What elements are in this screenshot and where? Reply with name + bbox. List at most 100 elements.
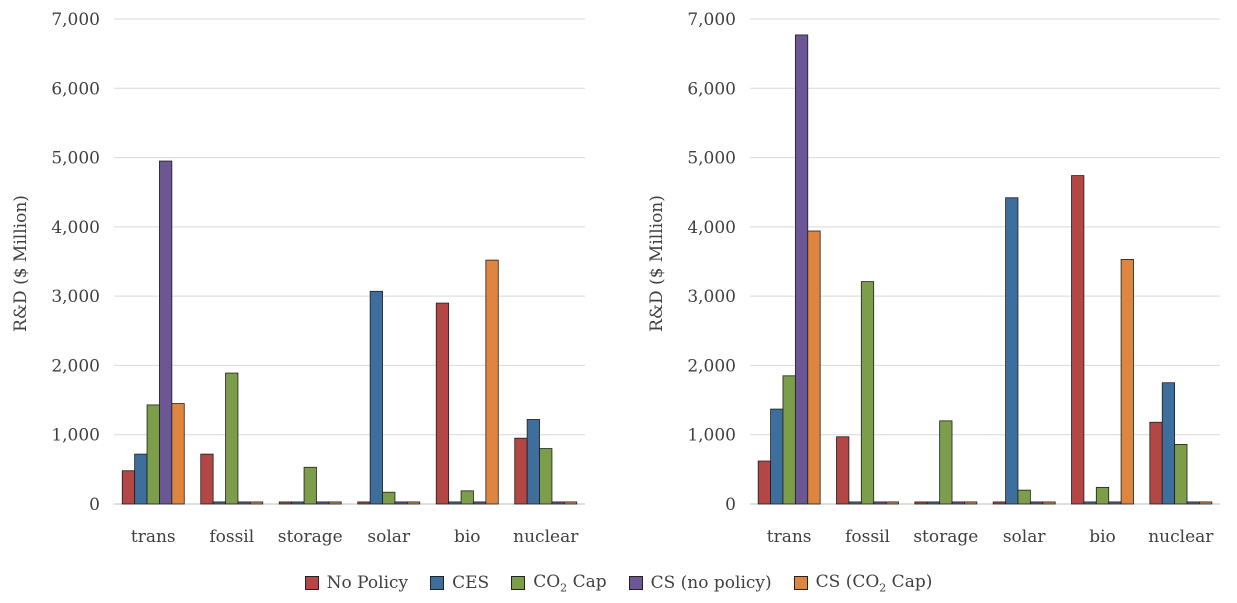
legend-swatch xyxy=(628,576,643,590)
bar xyxy=(1071,175,1085,505)
chart-legend: No Policy CES CO2 Cap CS (no policy) CS (CO2… xyxy=(0,566,1237,600)
bar xyxy=(435,302,450,505)
y-axis-label: R&D ($ Million) xyxy=(11,195,31,332)
legend-item: CO2 Cap xyxy=(511,572,607,594)
chart-1: 0 1,000 2,000 3,000 4,000 5,000 6,000 7,000 R&D … xyxy=(11,10,585,547)
y-tick-label: 6,000 xyxy=(51,79,100,99)
bar xyxy=(448,501,462,505)
bar xyxy=(278,501,293,505)
x-tick-label: storage xyxy=(913,527,978,547)
bar xyxy=(885,501,899,505)
bar xyxy=(807,230,821,505)
bar xyxy=(212,501,226,505)
bar xyxy=(357,501,371,505)
legend-label: CO2 Cap xyxy=(533,572,606,594)
y-tick-label: 1,000 xyxy=(687,426,736,446)
legend-label-text: CES xyxy=(452,573,490,593)
bar xyxy=(369,290,383,505)
bar xyxy=(159,160,173,505)
x-tick-label: nuclear xyxy=(513,527,579,547)
bar xyxy=(328,501,342,505)
legend-label-text: CS (CO xyxy=(815,571,880,592)
legend-label-text: No Policy xyxy=(326,573,409,593)
bar xyxy=(237,501,251,505)
legend-label-suffix: Cap) xyxy=(886,571,933,592)
legend-label-subscript: 2 xyxy=(879,581,887,595)
bar xyxy=(939,420,953,505)
bar xyxy=(1174,444,1188,505)
legend-item: CS (CO2 Cap) xyxy=(793,571,933,595)
y-tick-label: 7,000 xyxy=(687,10,736,30)
y-tick-label: 7,000 xyxy=(51,10,100,30)
charts-area: 0 1,000 2,000 3,000 4,000 5,000 6,000 7,000 R&D … xyxy=(11,10,1220,547)
bar xyxy=(1108,501,1122,505)
y-tick-label: 2,000 xyxy=(51,356,100,376)
bar xyxy=(563,501,578,505)
bar xyxy=(1095,486,1110,505)
x-tick-label: solar xyxy=(367,527,411,547)
x-tick-label: trans xyxy=(131,527,176,547)
y-tick-label: 1,000 xyxy=(51,426,100,446)
y-tick-label: 0 xyxy=(89,495,100,515)
bar xyxy=(121,470,136,505)
bar xyxy=(757,460,771,505)
legend-swatch xyxy=(430,576,445,590)
y-tick-label: 2,000 xyxy=(687,356,736,376)
bar xyxy=(1083,501,1097,505)
bar xyxy=(171,403,185,505)
bar xyxy=(951,501,965,505)
bar xyxy=(291,501,305,505)
bar xyxy=(249,501,264,505)
legend-swatch xyxy=(793,575,808,590)
chart-2: 0 1,000 2,000 3,000 4,000 5,000 6,000 7,000 R&D … xyxy=(647,10,1220,547)
bar xyxy=(964,501,978,505)
bar xyxy=(873,501,887,505)
bar xyxy=(526,419,540,505)
bar xyxy=(770,408,784,505)
x-tick-label: trans xyxy=(767,527,812,547)
bar xyxy=(1120,259,1134,505)
y-tick-label: 6,000 xyxy=(687,79,736,99)
legend-item: CES xyxy=(430,573,489,593)
bar xyxy=(836,436,850,505)
x-tick-label: nuclear xyxy=(1148,527,1214,547)
bar xyxy=(1017,489,1031,505)
legend-label-subscript: 2 xyxy=(560,581,568,595)
bar xyxy=(303,466,317,505)
x-tick-label: bio xyxy=(1089,527,1116,547)
y-axis-label: R&D ($ Million) xyxy=(647,195,667,332)
bar xyxy=(1149,421,1163,505)
legend-label: CES xyxy=(452,573,489,593)
legend-item: No Policy xyxy=(304,573,409,593)
bar xyxy=(1199,501,1213,505)
legend-label: No Policy xyxy=(327,573,409,593)
bar xyxy=(551,501,565,505)
bar xyxy=(914,501,928,505)
bar xyxy=(382,491,396,505)
legend-label-text: CO xyxy=(533,571,561,592)
bar xyxy=(1042,501,1056,505)
legend-label-text: CS (no policy) xyxy=(650,573,772,593)
bar xyxy=(485,259,499,505)
bar xyxy=(406,501,421,505)
legend-swatch xyxy=(511,575,526,590)
bar xyxy=(1161,382,1176,505)
y-tick-label: 5,000 xyxy=(51,149,100,169)
bar xyxy=(514,437,528,505)
bar xyxy=(539,448,553,505)
legend-label-suffix: Cap xyxy=(567,571,607,592)
x-tick-label: storage xyxy=(278,527,343,547)
y-tick-label: 5,000 xyxy=(687,149,736,169)
x-tick-label: fossil xyxy=(845,527,890,547)
bar xyxy=(992,501,1006,505)
y-tick-label: 3,000 xyxy=(51,287,100,307)
bar xyxy=(394,501,408,505)
bar xyxy=(473,501,487,505)
bar xyxy=(926,501,941,505)
x-tick-label: bio xyxy=(454,527,481,547)
bar xyxy=(200,453,214,505)
y-tick-label: 4,000 xyxy=(51,218,100,238)
legend-swatch xyxy=(304,576,319,590)
bar xyxy=(782,375,796,505)
bar xyxy=(1005,197,1019,505)
